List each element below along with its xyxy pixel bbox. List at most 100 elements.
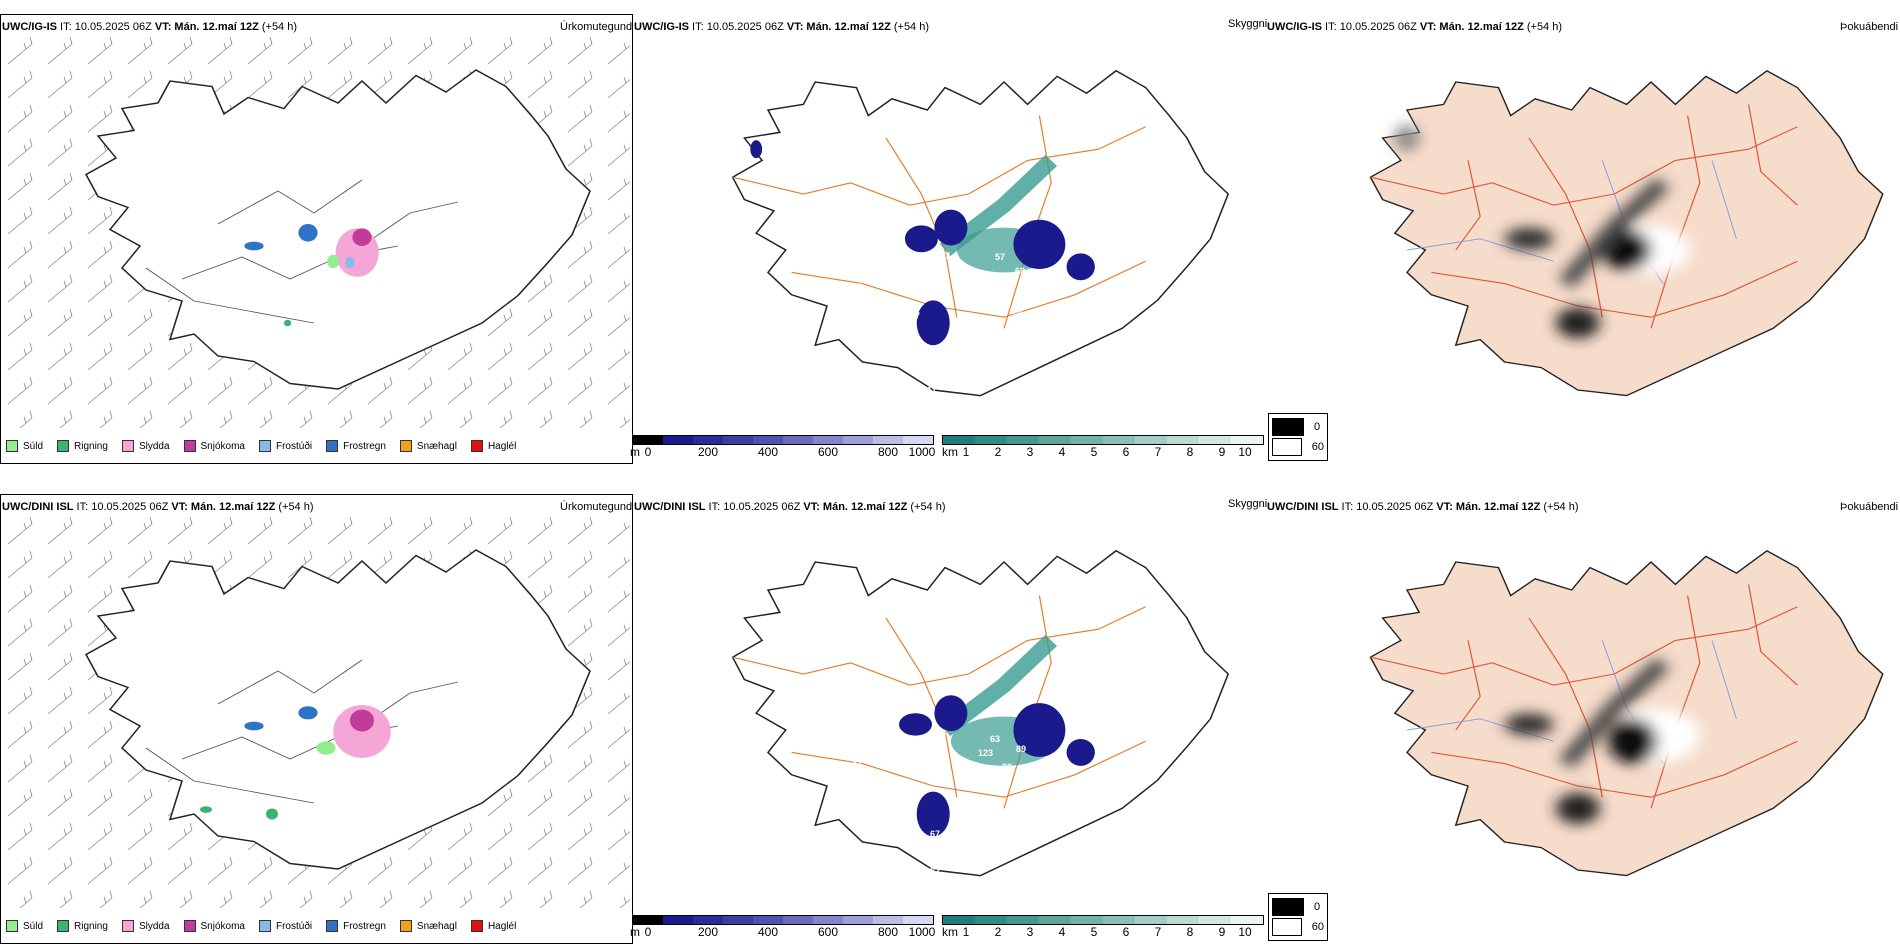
cloud-base-colorbar: m 0 200 400 600 800 1000 (630, 915, 936, 939)
tick: 600 (817, 925, 839, 939)
precip-type-panel (0, 494, 633, 944)
visibility-colorbar: km 1 2 3 4 5 6 7 8 9 10 (942, 915, 1264, 939)
tick: 9 (1218, 925, 1226, 939)
fog-legend-item: 60 (1272, 437, 1324, 457)
panel-header: UWC/DINI ISL IT: 10.05.2025 06Z VT: Mán.… (1267, 501, 1579, 513)
forecast-row-2: UWC/DINI ISL IT: 10.05.2025 06Z VT: Mán.… (0, 480, 1900, 950)
cloud-value: 38 (936, 728, 947, 738)
colorbar-ticks: m 0 200 400 600 800 1000 (630, 445, 936, 459)
cloud-value: 89 (1016, 744, 1027, 754)
colorbar-swatches (942, 435, 1264, 445)
legend-item: Snæhagl (399, 440, 457, 452)
cloud-value: 51 (906, 863, 917, 873)
fog-legend-item: 0 (1272, 897, 1324, 917)
panel-header: UWC/IG-IS IT: 10.05.2025 06Z VT: Mán. 12… (1267, 21, 1563, 33)
tick: 5 (1090, 445, 1098, 459)
panel-header: UWC/DINI ISL IT: 10.05.2025 06Z VT: Mán.… (2, 501, 314, 513)
colorbar-unit: m (630, 925, 640, 939)
cloud-value-labels: 37 57 69 51 57 66 20 60 87 79 11 108 67 … (640, 36, 1240, 426)
cloud-value: 57 (995, 252, 1006, 262)
cloud-value: 51 (933, 269, 944, 279)
colorbar-ticks: km 1 2 3 4 5 6 7 8 9 10 (942, 925, 1264, 939)
cloud-value: 56 (910, 366, 921, 376)
tick: 4 (1058, 445, 1066, 459)
legend-item: Rigning (57, 440, 108, 452)
tick: 200 (697, 925, 719, 939)
cloud-value: 94 (974, 768, 985, 778)
precip-type-panel (0, 14, 633, 464)
legend-item: Rigning (57, 920, 108, 932)
tick: 6 (1122, 445, 1130, 459)
tick: 1000 (908, 445, 936, 459)
cloud-value: 79 (1012, 306, 1023, 316)
cloud-value: 69 (1015, 266, 1026, 276)
colorbar-swatches (942, 915, 1264, 925)
cloud-base-colorbar: m 0 200 400 600 800 1000 (630, 435, 936, 459)
colorbar-ticks: m 0 200 400 600 800 1000 (630, 925, 936, 939)
precip-map (2, 516, 630, 908)
cloud-value: 63 (990, 734, 1001, 744)
precip-panel-title: Úrkomutegund (560, 21, 633, 33)
tick: 3 (1026, 445, 1034, 459)
cloud-value: 108 (1050, 319, 1066, 329)
tick: 800 (877, 925, 899, 939)
tick: 8 (1186, 445, 1194, 459)
tick: 6 (1122, 925, 1130, 939)
cloud-value: 67 (906, 345, 917, 355)
cloud-value: 77 (932, 351, 943, 361)
colorbar-unit: km (942, 925, 958, 939)
fog-legend-item: 0 (1272, 417, 1324, 437)
cloud-value: 11 (927, 385, 937, 395)
cloud-value: 67 (930, 829, 941, 839)
cloud-visibility-map (731, 550, 1229, 877)
tick: 3 (1026, 925, 1034, 939)
cloud-value: 49 (908, 846, 919, 856)
colorbar-unit: m (630, 445, 640, 459)
cloud-value: 47 (852, 759, 863, 769)
tick: 400 (757, 445, 779, 459)
visibility-colorbar: km 1 2 3 4 5 6 7 8 9 10 (942, 435, 1264, 459)
cloud-value: 52 (930, 866, 941, 876)
cloud-visibility-map (731, 70, 1229, 397)
legend-item: Haglél (470, 440, 516, 452)
legend-item: Snjókoma (183, 440, 245, 452)
legend-item: Frostúði (258, 920, 312, 932)
fog-map (1369, 70, 1884, 397)
legend-item: Snæhagl (399, 920, 457, 932)
cloud-value: 53 (907, 384, 918, 394)
tick: 5 (1090, 925, 1098, 939)
tick: 2 (994, 925, 1002, 939)
legend-item: Haglél (470, 920, 516, 932)
panel-header: UWC/IG-IS IT: 10.05.2025 06Z VT: Mán. 12… (2, 21, 298, 33)
legend-item: Snjókoma (183, 920, 245, 932)
cloud-value: 89 (1012, 784, 1023, 794)
legend-item: Frostregn (326, 440, 386, 452)
tick: 10 (1238, 445, 1252, 459)
cloud-value: 66 (853, 282, 864, 292)
legend-item: Frostregn (326, 920, 386, 932)
precip-map (2, 36, 630, 428)
fog-panel-title: Þokuábendi (1840, 21, 1899, 33)
cloud-value: 64 (906, 823, 917, 833)
cloud-value: 11 (1058, 784, 1068, 794)
tick: 0 (644, 445, 652, 459)
fog-panel-title: Þokuábendi (1840, 501, 1899, 513)
cloud-value: 20 (978, 286, 989, 296)
legend-item: Súld (6, 440, 43, 452)
cloud-value: 37 (940, 251, 951, 261)
tick: 800 (877, 445, 899, 459)
tick: 4 (1058, 925, 1066, 939)
tick: 600 (817, 445, 839, 459)
precip-legend: Súld Rigning Slydda Snjókoma Frostúði Fr… (6, 920, 516, 932)
cloud-value: 80 (1002, 762, 1013, 772)
legend-item: Slydda (121, 440, 170, 452)
colorbar-swatches (632, 915, 934, 925)
tick: 200 (697, 445, 719, 459)
forecast-row-1: UWC/IG-IS IT: 10.05.2025 06Z VT: Mán. 12… (0, 0, 1900, 470)
legend-item: Slydda (121, 920, 170, 932)
legend-item: Frostúði (258, 440, 312, 452)
fog-legend-item: 60 (1272, 917, 1324, 937)
cloud-value: 52 (928, 747, 939, 757)
cloud-value: 60 (1002, 284, 1013, 294)
tick: 7 (1154, 445, 1162, 459)
